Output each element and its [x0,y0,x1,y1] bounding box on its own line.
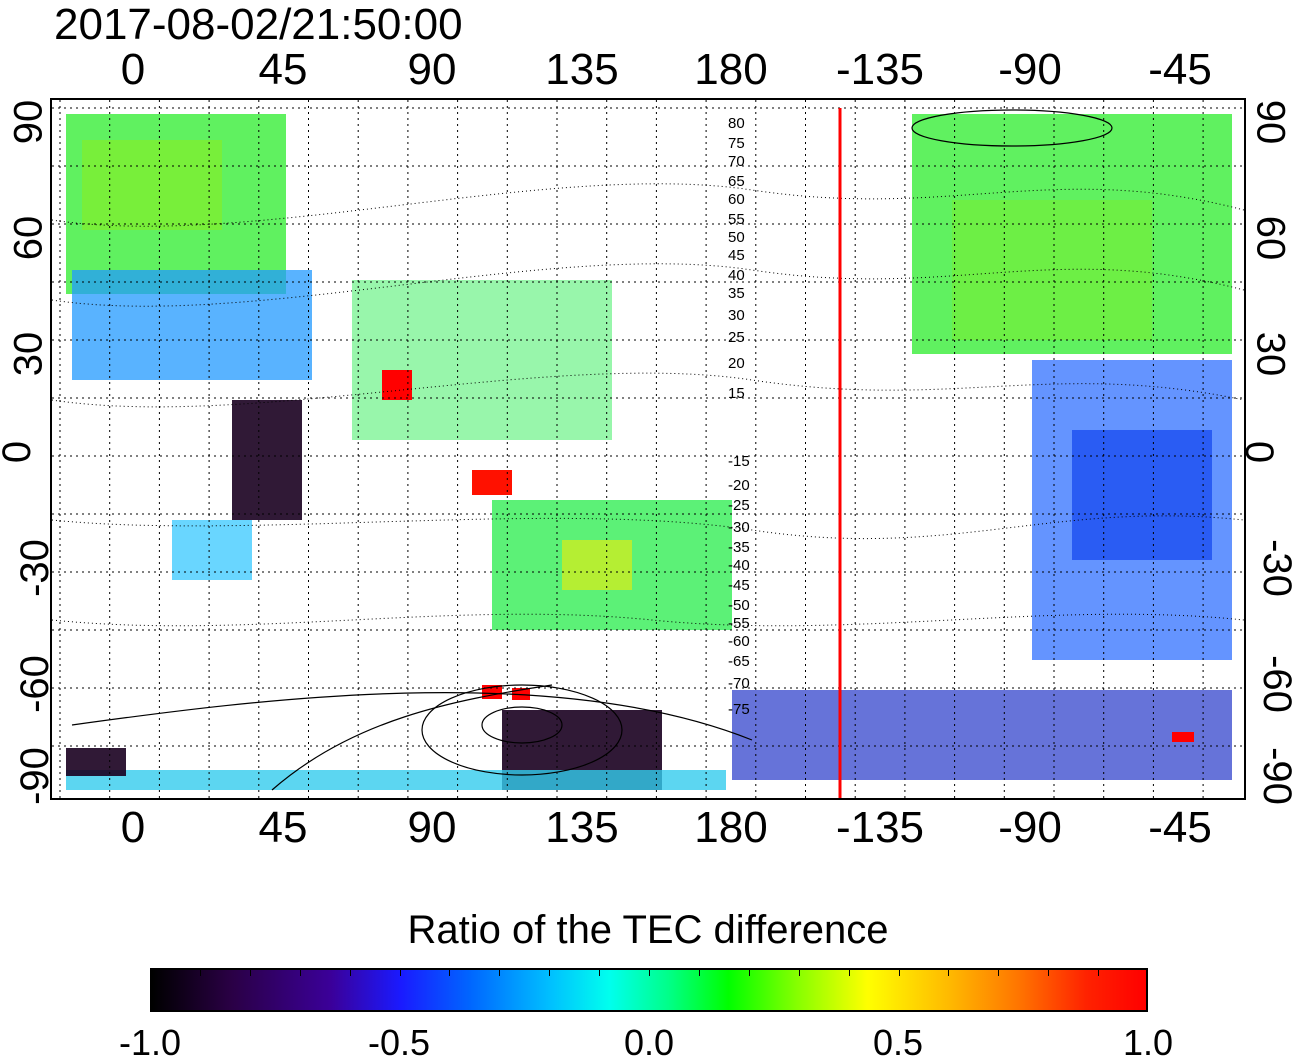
top-lon-label: 135 [545,48,618,92]
top-lon-label: 45 [259,48,308,92]
contour-label: 30 [728,307,745,324]
contour-label: -50 [728,597,750,614]
bottom-lon-label: -45 [1148,806,1212,850]
colorbar-minor-tick [749,968,750,976]
contour-label: -35 [728,539,750,556]
right-lat-label: 60 [1250,216,1290,261]
colorbar-tick-label: -0.5 [368,1022,430,1064]
colorbar-minor-tick [300,968,301,976]
contour-label: 70 [728,153,745,170]
colorbar-tick-label: -1.0 [119,1022,181,1064]
contour-label: 35 [728,285,745,302]
colorbar-minor-tick [649,968,650,976]
colorbar-minor-tick [1048,968,1049,976]
bottom-lon-label: 45 [259,806,308,850]
contour-label: -20 [728,477,750,494]
colorbar-minor-tick [699,968,700,976]
colorbar-minor-tick [200,968,201,976]
top-lon-label: 90 [408,48,457,92]
contour-label: -45 [728,577,750,594]
right-lat-label: 30 [1250,332,1290,377]
right-lat-label: 90 [1250,100,1290,145]
top-lon-label: 180 [694,48,767,92]
left-lat-label: 60 [8,216,48,261]
left-lat-label: 30 [8,332,48,377]
colorbar-minor-tick [549,968,550,976]
colorbar-minor-tick [499,968,500,976]
tec-data-layer [66,114,1232,790]
bottom-lon-label: 180 [694,806,767,850]
contour-label: -65 [728,653,750,670]
left-lat-label: -30 [15,539,55,597]
colorbar-minor-tick [899,968,900,976]
contour-label: 75 [728,135,745,152]
left-lat-label: -90 [15,747,55,805]
contour-label: 55 [728,211,745,228]
colorbar-minor-tick [449,968,450,976]
right-lat-label: -30 [1257,539,1296,597]
contour-label: 40 [728,267,745,284]
colorbar-title: Ratio of the TEC difference [0,908,1296,953]
left-lat-label: -60 [15,655,55,713]
left-lat-label: 0 [0,441,37,463]
colorbar-tick-label: 1.0 [1123,1022,1173,1064]
bottom-lon-label: 90 [408,806,457,850]
contour-label: 60 [728,191,745,208]
colorbar-minor-tick [948,968,949,976]
contour-label: 45 [728,247,745,264]
colorbar-minor-tick [849,968,850,976]
contour-label: -75 [728,701,750,718]
contour-label: -70 [728,675,750,692]
bottom-lon-label: -135 [836,806,924,850]
colorbar-minor-tick [998,968,999,976]
colorbar-minor-tick [1098,968,1099,976]
contour-label: -60 [728,633,750,650]
bottom-lon-label: 135 [545,806,618,850]
timestamp: 2017-08-02/21:50:00 [54,0,463,50]
bottom-lon-label: 0 [121,806,145,850]
colorbar-minor-tick [400,968,401,976]
contour-label: -40 [728,557,750,574]
colorbar-minor-tick [250,968,251,976]
contour-label: 65 [728,173,745,190]
contour-label: -55 [728,615,750,632]
bottom-lon-label: -90 [998,806,1062,850]
contour-label: -15 [728,453,750,470]
colorbar-minor-tick [599,968,600,976]
colorbar-tick-label: 0.0 [624,1022,674,1064]
contour-label: 50 [728,229,745,246]
left-lat-label: 90 [8,100,48,145]
contour-label: 80 [728,115,745,132]
contour-label: 15 [728,385,745,402]
top-lon-label: -90 [998,48,1062,92]
contour-label: -30 [728,519,750,536]
top-lon-label: 0 [121,48,145,92]
right-lat-label: -90 [1257,747,1296,805]
top-lon-label: -45 [1148,48,1212,92]
right-lat-label: -60 [1257,655,1296,713]
colorbar-minor-tick [799,968,800,976]
colorbar-tick-label: 0.5 [873,1022,923,1064]
contour-label: 25 [728,329,745,346]
contour-label: 20 [728,355,745,372]
tec-map: 80 75 70 65 60 55 50 45 40 35 30 25 20 15 -15 -20 -25 -30… [50,98,1246,800]
colorbar-minor-tick [350,968,351,976]
top-lon-label: -135 [836,48,924,92]
contour-label: -25 [728,497,750,514]
